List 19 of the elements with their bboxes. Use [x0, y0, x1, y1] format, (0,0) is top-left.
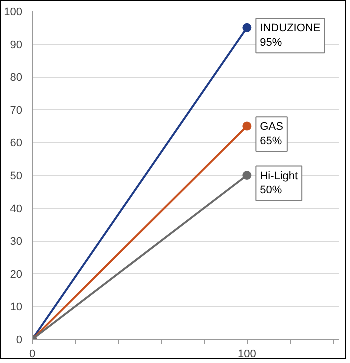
data-label: 50% [260, 184, 282, 197]
y-tick-label: 10 [10, 302, 23, 314]
y-tick-label: 0 [16, 334, 23, 346]
y-tick-label: 70 [10, 104, 23, 117]
point [242, 122, 252, 131]
y-tick-label: 20 [10, 268, 23, 281]
series-label: INDUZIONE [260, 22, 321, 35]
y-tick-label: 80 [10, 72, 23, 84]
y-tick-label: 90 [10, 39, 23, 52]
point [242, 23, 252, 32]
data-label: 95% [260, 37, 282, 50]
y-tick-label: 40 [10, 203, 23, 216]
y-tick-label: 30 [10, 236, 23, 248]
series-label: Hi-Light [260, 170, 298, 182]
data-label: 65% [260, 136, 282, 148]
y-tick-label: 60 [10, 138, 23, 150]
y-tick-label: 100 [4, 6, 23, 18]
y-tick-label: 50 [10, 170, 23, 182]
series-label: GAS [260, 121, 284, 134]
